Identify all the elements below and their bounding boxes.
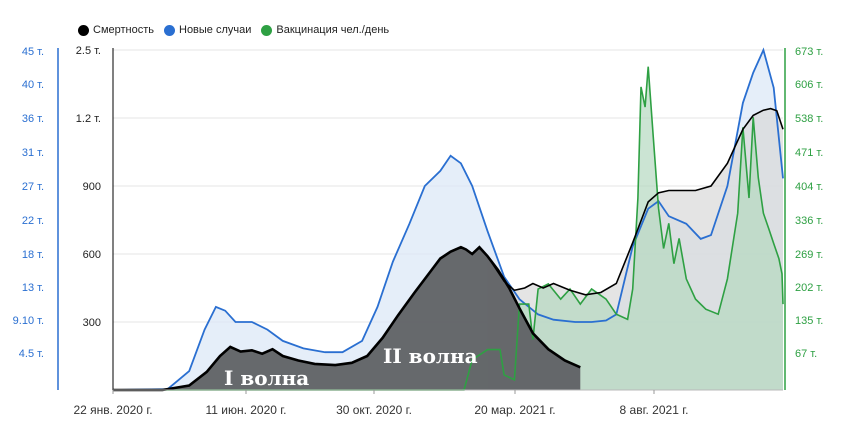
cases-line (112, 47, 784, 391)
legend-item-vaccination[interactable]: Вакцинация чел./день (261, 24, 389, 36)
deaths-line-waves (113, 245, 581, 392)
vaccination-tick-label-6: 471 т. (795, 147, 823, 159)
x-tick-label-4: 8 авг. 2021 г. (620, 403, 689, 417)
cases-tick-label-5: 27 т. (22, 181, 44, 193)
vaccination-tick-label-4: 336 т. (795, 215, 823, 227)
cases-tick-label-8: 40 т. (22, 79, 44, 91)
legend-swatch-deaths (78, 24, 89, 36)
cases-tick-label-4: 22 т. (22, 215, 44, 227)
vaccination-area (113, 66, 783, 390)
vaccination-tick-label-0: 67 т. (795, 348, 817, 360)
x-tick-label-3: 20 мар. 2021 г. (474, 403, 555, 417)
cases-tick-label-3: 18 т. (22, 249, 44, 261)
cases-tick-label-0: 4.5 т. (19, 348, 44, 360)
vaccination-tick-label-2: 202 т. (795, 282, 823, 294)
wave2-label: II волна (383, 344, 478, 368)
line-series (112, 47, 784, 392)
legend-swatch-cases (164, 24, 175, 36)
cases-tick-label-9: 45 т. (22, 46, 44, 58)
legend-item-cases[interactable]: Новые случаи (164, 24, 251, 36)
deaths-tick-label-2: 900 (83, 181, 101, 193)
deaths-tick-label-0: 300 (83, 317, 101, 329)
vaccination-tick-label-8: 606 т. (795, 79, 823, 91)
deaths-area-waves (113, 247, 581, 390)
cases-tick-label-7: 36 т. (22, 113, 44, 125)
vaccination-tick-label-1: 135 т. (795, 315, 823, 327)
wave1-label: I волна (224, 366, 310, 390)
vaccination-line (113, 66, 784, 391)
x-tick-label-2: 30 окт. 2020 г. (336, 403, 412, 417)
vaccination-tick-label-7: 538 т. (795, 113, 823, 125)
legend-label-cases: Новые случаи (179, 24, 252, 36)
axes: 4.5 т. 9.10 т. 13 т. 18 т. 22 т. 27 т. 31 т. 36… (13, 45, 824, 417)
vaccination-tick-label-3: 269 т. (795, 249, 823, 261)
cases-tick-label-6: 31 т. (22, 147, 44, 159)
legend-label-deaths: Смертность (93, 24, 154, 36)
deaths-tick-label-4: 2.5 т. (76, 45, 101, 57)
chart-legend: Смертность Новые случаи Вакцинация чел./… (78, 21, 389, 39)
x-tick-label-1: 11 июн. 2020 г. (205, 403, 286, 417)
deaths-tick-label-1: 600 (83, 249, 101, 261)
x-tick-label-0: 22 янв. 2020 г. (73, 403, 152, 417)
cases-area (113, 50, 783, 390)
deaths-line-late (486, 107, 784, 296)
legend-item-deaths[interactable]: Смертность (78, 24, 154, 36)
legend-swatch-vaccination (261, 24, 273, 36)
cases-tick-label-1: 9.10 т. (13, 315, 44, 327)
vaccination-tick-label-5: 404 т. (795, 181, 823, 193)
legend-label-vaccination: Вакцинация чел./день (276, 24, 390, 36)
cases-tick-label-2: 13 т. (22, 282, 44, 294)
vaccination-tick-label-9: 673 т. (795, 46, 823, 58)
deaths-tick-label-3: 1.2 т. (76, 113, 101, 125)
area-series (113, 50, 783, 390)
